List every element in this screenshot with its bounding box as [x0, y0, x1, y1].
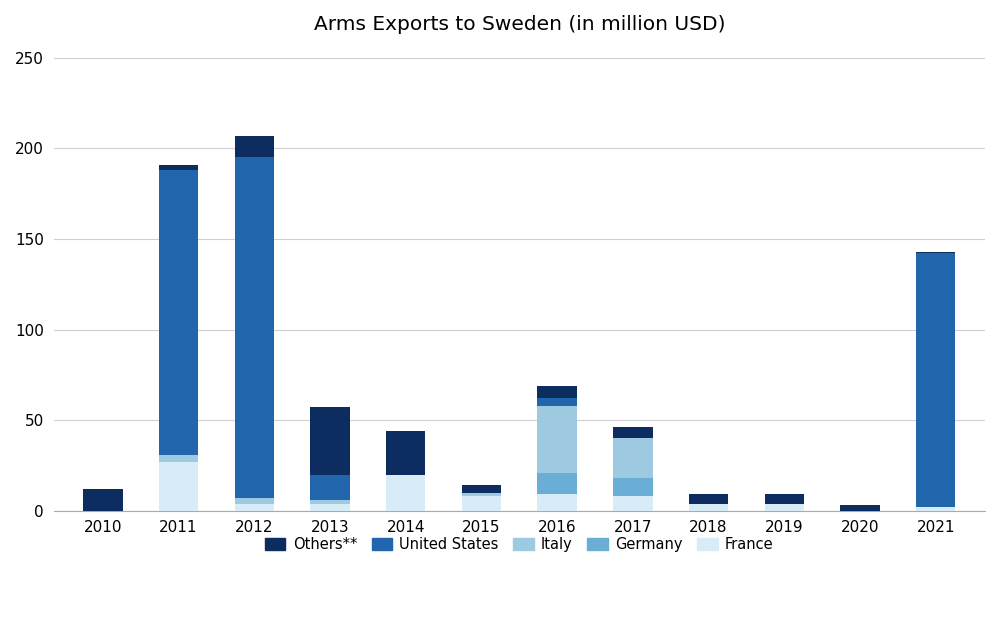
Bar: [462, 496, 501, 511]
Bar: [765, 503, 804, 511]
Bar: [159, 165, 198, 170]
Bar: [916, 507, 955, 511]
Bar: [310, 475, 350, 500]
Bar: [159, 454, 198, 462]
Bar: [916, 252, 955, 253]
Bar: [386, 431, 425, 475]
Bar: [613, 496, 653, 511]
Bar: [235, 157, 274, 498]
Bar: [235, 498, 274, 503]
Bar: [537, 495, 577, 511]
Bar: [765, 495, 804, 503]
Bar: [613, 478, 653, 496]
Bar: [159, 170, 198, 454]
Bar: [386, 475, 425, 511]
Bar: [916, 253, 955, 507]
Bar: [235, 136, 274, 157]
Bar: [840, 505, 880, 511]
Bar: [613, 438, 653, 478]
Bar: [310, 503, 350, 511]
Bar: [537, 386, 577, 399]
Bar: [613, 427, 653, 438]
Bar: [689, 495, 728, 503]
Bar: [537, 405, 577, 473]
Bar: [310, 407, 350, 475]
Bar: [83, 489, 123, 511]
Legend: Others**, United States, Italy, Germany, France: Others**, United States, Italy, Germany,…: [259, 531, 779, 558]
Title: Arms Exports to Sweden (in million USD): Arms Exports to Sweden (in million USD): [314, 15, 725, 34]
Bar: [537, 399, 577, 405]
Bar: [159, 462, 198, 511]
Bar: [462, 485, 501, 493]
Bar: [537, 473, 577, 495]
Bar: [689, 503, 728, 511]
Bar: [310, 500, 350, 503]
Bar: [462, 493, 501, 496]
Bar: [235, 503, 274, 511]
